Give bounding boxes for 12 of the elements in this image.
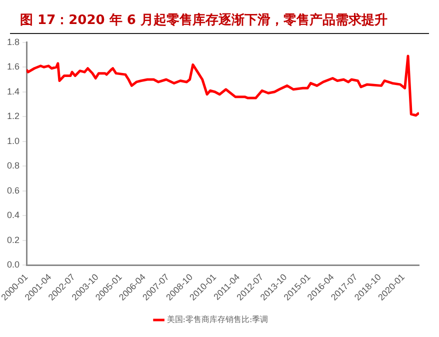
y-tick-label: 1.4: [6, 86, 20, 96]
y-tick-label: 0.2: [6, 234, 20, 245]
y-tick-label: 0.6: [6, 185, 20, 196]
y-tick-label: 0.4: [6, 210, 20, 220]
y-tick-label: 0.0: [6, 259, 20, 270]
y-tick-label: 0.8: [6, 160, 20, 171]
y-tick-label: 1.0: [6, 136, 20, 146]
y-tick-label: 1.6: [6, 62, 20, 72]
y-tick-label: 1.8: [6, 36, 20, 47]
y-tick-label: 1.2: [6, 111, 20, 122]
chart-title: 图 17：2020 年 6 月起零售库存逐渐下滑，零售产品需求提升: [10, 0, 429, 34]
legend-label: 美国:零售商库存销售比:季调: [166, 315, 268, 324]
